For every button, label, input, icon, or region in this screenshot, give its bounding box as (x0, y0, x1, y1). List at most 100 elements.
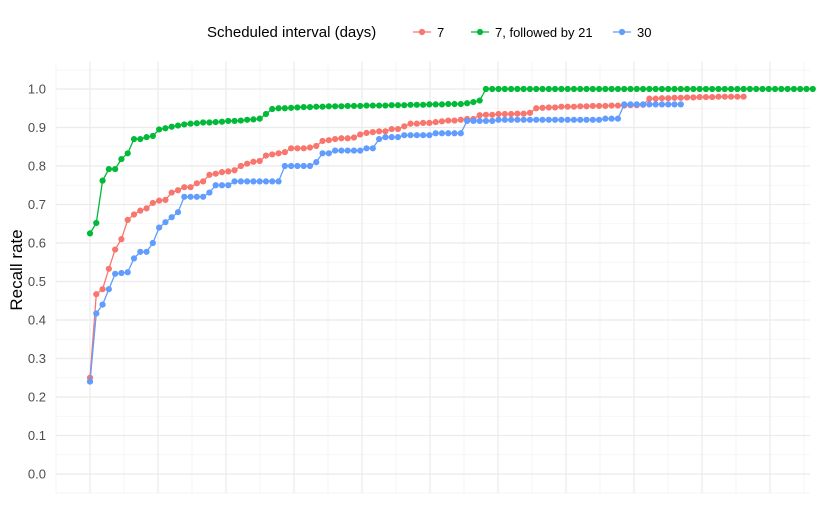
data-point (702, 93, 710, 101)
data-point (212, 170, 219, 177)
data-point (363, 102, 370, 109)
data-point (344, 135, 351, 142)
data-point (602, 115, 609, 122)
data-point (156, 197, 163, 204)
data-point (671, 85, 678, 93)
data-point (193, 180, 200, 187)
data-point (727, 85, 735, 93)
data-point (388, 102, 395, 109)
data-point (526, 116, 534, 123)
y-tick-label: 0.1 (28, 428, 46, 443)
data-point (746, 85, 754, 93)
legend-key-point (476, 28, 484, 36)
data-point (99, 286, 106, 293)
data-point (734, 85, 741, 93)
data-point (137, 207, 144, 214)
data-point (225, 117, 232, 125)
data-point (174, 209, 182, 216)
data-point (357, 147, 364, 154)
series-7-followed-by-21 (86, 85, 816, 237)
data-point (262, 178, 270, 185)
data-point (608, 102, 615, 109)
data-point (99, 177, 106, 184)
data-point (797, 85, 804, 93)
data-point (376, 135, 383, 143)
data-point (476, 97, 483, 104)
data-point (784, 85, 791, 93)
data-point (300, 145, 307, 152)
series-layer (86, 85, 816, 385)
y-tick-label: 0.6 (28, 236, 46, 251)
data-point (482, 85, 490, 93)
data-point (759, 85, 766, 93)
data-point (174, 122, 182, 129)
data-point (709, 85, 716, 93)
data-point (520, 110, 527, 117)
data-point (262, 110, 270, 118)
data-point (508, 116, 515, 123)
data-point (300, 104, 307, 111)
data-point (803, 85, 810, 93)
data-point (112, 270, 119, 277)
data-point (237, 117, 244, 124)
data-point (715, 93, 722, 100)
legend-title: Scheduled interval (days) (207, 24, 376, 41)
data-point (589, 85, 596, 93)
data-point (281, 149, 288, 156)
data-point (313, 159, 320, 166)
data-point (545, 104, 552, 111)
data-point (646, 95, 653, 102)
data-point (143, 205, 150, 212)
y-tick-label: 1.0 (28, 82, 46, 97)
data-point (118, 269, 125, 277)
data-point (413, 101, 420, 108)
data-point (369, 129, 376, 136)
data-point (294, 145, 301, 152)
data-point (244, 116, 251, 123)
data-point (438, 101, 446, 108)
data-point (533, 85, 540, 93)
data-point (621, 101, 628, 108)
data-point (551, 85, 559, 93)
data-point (212, 182, 219, 189)
data-point (438, 130, 446, 137)
data-point (457, 130, 464, 137)
data-point (451, 130, 458, 137)
data-point (671, 101, 678, 108)
data-point (275, 150, 282, 157)
data-point (464, 117, 471, 125)
data-point (551, 116, 559, 123)
data-point (218, 118, 226, 125)
data-point (514, 116, 521, 123)
data-point (595, 116, 603, 123)
data-point (539, 85, 546, 93)
y-tick-label: 0.4 (28, 313, 46, 328)
data-point (608, 85, 615, 93)
data-point (426, 132, 433, 139)
data-point (168, 123, 175, 130)
data-point (595, 85, 603, 93)
grid-minor (55, 62, 810, 494)
data-point (457, 116, 464, 123)
data-point (231, 167, 238, 174)
data-point (570, 103, 578, 110)
data-point (306, 162, 314, 170)
series-30 (86, 101, 684, 385)
data-point (288, 104, 295, 111)
data-point (187, 193, 194, 200)
data-point (306, 144, 314, 151)
data-point (344, 102, 351, 110)
data-point (501, 116, 508, 123)
data-point (665, 95, 672, 102)
data-point (551, 104, 559, 111)
series-line (89, 96, 744, 378)
data-point (181, 184, 188, 191)
data-point (231, 178, 238, 185)
data-point (407, 132, 414, 139)
legend-item: 7 (413, 25, 444, 40)
data-point (633, 101, 640, 108)
data-point (665, 85, 672, 93)
data-point (564, 103, 571, 110)
data-point (564, 85, 571, 93)
data-point (476, 112, 483, 119)
